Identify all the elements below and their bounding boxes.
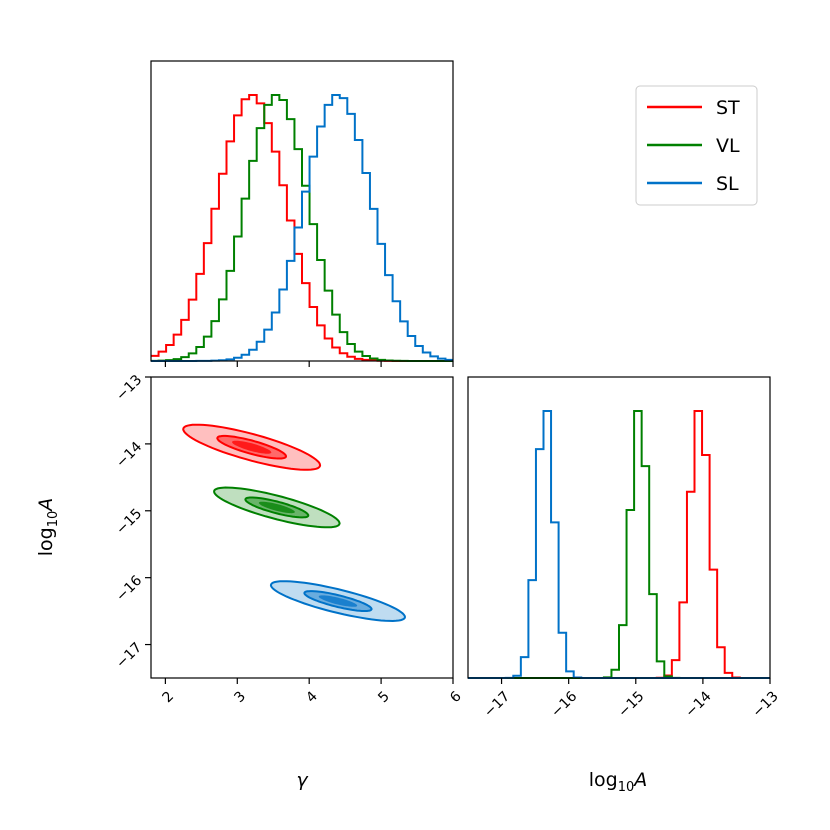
legend-label-st: ST <box>716 97 740 119</box>
gamma-tick-label-0: 2 <box>159 688 177 706</box>
gamma-tick-label-2: 4 <box>303 688 321 706</box>
logA-y-tick-label-3: −14 <box>113 439 145 471</box>
joint-contour-frame <box>150 376 454 679</box>
logA-y-tick-label-1: −16 <box>113 573 145 605</box>
gamma-tick-label-4: 6 <box>447 688 465 706</box>
logA-x-tick-label-3: −14 <box>682 688 714 720</box>
legend: ST VL SL <box>635 85 758 206</box>
gamma-tick-label-3: 5 <box>375 688 393 706</box>
contour-core-st <box>232 440 272 454</box>
contour-core-vl <box>258 501 295 514</box>
gamma-tick-label-1: 3 <box>231 688 249 706</box>
logA-y-tick-label-4: −13 <box>113 372 145 404</box>
logA-y-tick-label-0: −17 <box>113 640 145 672</box>
contour-core-sl <box>318 595 358 607</box>
logA-x-tick-label-0: −17 <box>481 688 513 720</box>
gamma-hist-sl <box>151 94 453 362</box>
logA-x-tick-label-1: −16 <box>548 688 580 720</box>
legend-label-vl: VL <box>716 135 740 157</box>
logA-x-tick-label-4: −13 <box>750 688 782 720</box>
logA-hist-vl <box>468 410 770 679</box>
logA-histogram-panel <box>468 410 770 679</box>
gamma-histogram-frame <box>150 60 454 362</box>
gamma-histogram-panel <box>151 94 453 362</box>
logA-histogram-frame <box>467 376 771 679</box>
logA-x-axis-label: log10A <box>589 769 648 795</box>
joint-contour-panel <box>182 423 407 623</box>
logA-y-tick-label-2: −15 <box>113 506 145 538</box>
legend-label-sl: SL <box>716 173 739 195</box>
gamma-axis-label: γ <box>296 769 309 791</box>
axis-ticks: 2 3 4 5 6 −17 −17 −16 −16 −15 −15 −14 −14 −13 −13 <box>113 361 782 721</box>
logA-x-tick-label-2: −15 <box>615 688 647 720</box>
logA-y-axis-label: log10A <box>35 498 61 557</box>
